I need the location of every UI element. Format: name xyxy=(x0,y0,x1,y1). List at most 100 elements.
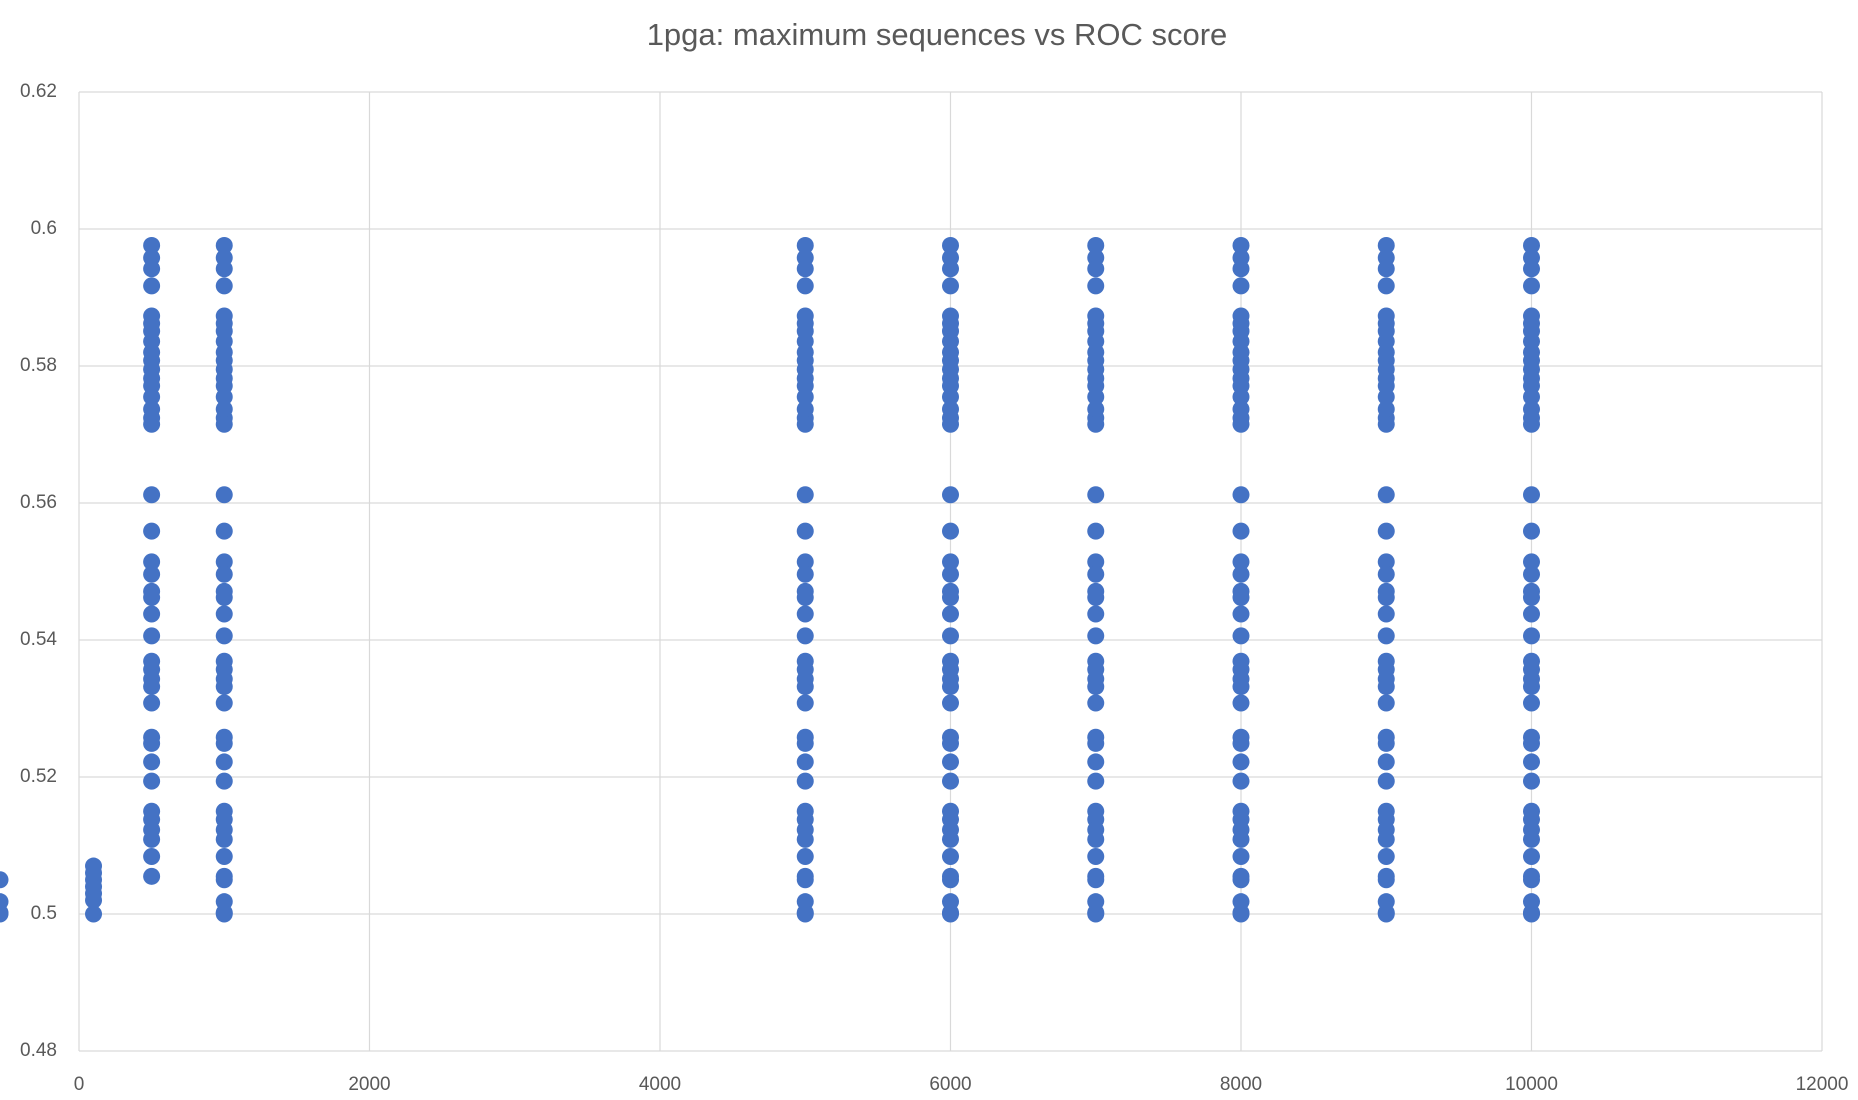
point xyxy=(1377,388,1395,406)
point xyxy=(143,415,161,433)
point xyxy=(1523,553,1540,571)
point xyxy=(143,388,161,406)
point xyxy=(1523,847,1540,865)
point xyxy=(1232,486,1250,504)
point xyxy=(796,905,814,923)
point xyxy=(143,847,161,865)
x-tick-label: 10000 xyxy=(1505,1074,1558,1095)
point xyxy=(143,486,161,504)
point xyxy=(85,905,103,923)
point xyxy=(1232,627,1250,645)
point xyxy=(1377,905,1395,923)
x-tick-label: 8000 xyxy=(1220,1074,1262,1095)
point xyxy=(942,830,959,848)
point xyxy=(796,589,814,607)
point xyxy=(1087,605,1105,623)
point xyxy=(796,388,814,406)
point xyxy=(215,847,233,865)
point xyxy=(1523,734,1540,752)
point xyxy=(1232,830,1250,848)
point xyxy=(1087,415,1105,433)
point xyxy=(1377,772,1395,790)
point xyxy=(1232,260,1250,278)
x-tick-label: 0 xyxy=(74,1074,85,1095)
point xyxy=(1377,830,1395,848)
point xyxy=(1523,277,1540,295)
point xyxy=(0,871,9,889)
point xyxy=(215,236,233,254)
x-tick-label: 2000 xyxy=(348,1074,390,1095)
point xyxy=(942,388,959,406)
point xyxy=(143,553,161,571)
chart-title: 1pga: maximum sequences vs ROC score xyxy=(647,17,1228,52)
point xyxy=(143,277,161,295)
point xyxy=(215,415,233,433)
point xyxy=(143,694,161,712)
point xyxy=(215,694,233,712)
point xyxy=(143,605,161,623)
point xyxy=(942,605,959,623)
y-tick-label: 0.54 xyxy=(20,629,57,650)
point xyxy=(1087,694,1105,712)
point xyxy=(1377,627,1395,645)
point xyxy=(942,847,959,865)
point xyxy=(1232,905,1250,923)
y-tick-label: 0.5 xyxy=(31,903,57,924)
point xyxy=(1087,553,1105,571)
point xyxy=(1087,734,1105,752)
point xyxy=(1087,522,1105,540)
point xyxy=(796,753,814,771)
point xyxy=(1523,867,1540,885)
point xyxy=(1232,277,1250,295)
point xyxy=(215,830,233,848)
point xyxy=(796,847,814,865)
point xyxy=(1232,589,1250,607)
point xyxy=(143,260,161,278)
point xyxy=(942,486,959,504)
point xyxy=(1087,867,1105,885)
point xyxy=(0,905,9,923)
point xyxy=(942,236,959,254)
y-tick-label: 0.56 xyxy=(20,492,57,513)
point xyxy=(215,522,233,540)
point xyxy=(1523,830,1540,848)
point xyxy=(1232,772,1250,790)
point xyxy=(1087,388,1105,406)
point xyxy=(942,734,959,752)
point xyxy=(143,522,161,540)
point xyxy=(1232,867,1250,885)
point xyxy=(1087,830,1105,848)
point xyxy=(796,553,814,571)
point xyxy=(143,565,161,583)
point xyxy=(1232,415,1250,433)
point xyxy=(1523,772,1540,790)
point xyxy=(1087,260,1105,278)
point xyxy=(215,867,233,885)
point xyxy=(796,260,814,278)
point xyxy=(1377,565,1395,583)
point xyxy=(1377,260,1395,278)
point xyxy=(215,260,233,278)
point xyxy=(215,734,233,752)
y-tick-label: 0.58 xyxy=(20,355,57,376)
y-tick-label: 0.6 xyxy=(31,218,57,239)
point xyxy=(1087,753,1105,771)
point xyxy=(85,857,103,875)
point xyxy=(215,277,233,295)
point xyxy=(796,772,814,790)
point xyxy=(215,388,233,406)
point xyxy=(942,415,959,433)
point xyxy=(143,830,161,848)
point xyxy=(796,486,814,504)
x-tick-label: 4000 xyxy=(639,1074,681,1095)
point xyxy=(1377,867,1395,885)
point xyxy=(796,277,814,295)
point xyxy=(1377,553,1395,571)
point xyxy=(215,772,233,790)
point xyxy=(1087,905,1105,923)
point xyxy=(1377,236,1395,254)
point xyxy=(1232,565,1250,583)
y-tick-label: 0.48 xyxy=(20,1040,57,1061)
point xyxy=(796,678,814,696)
point xyxy=(1377,734,1395,752)
